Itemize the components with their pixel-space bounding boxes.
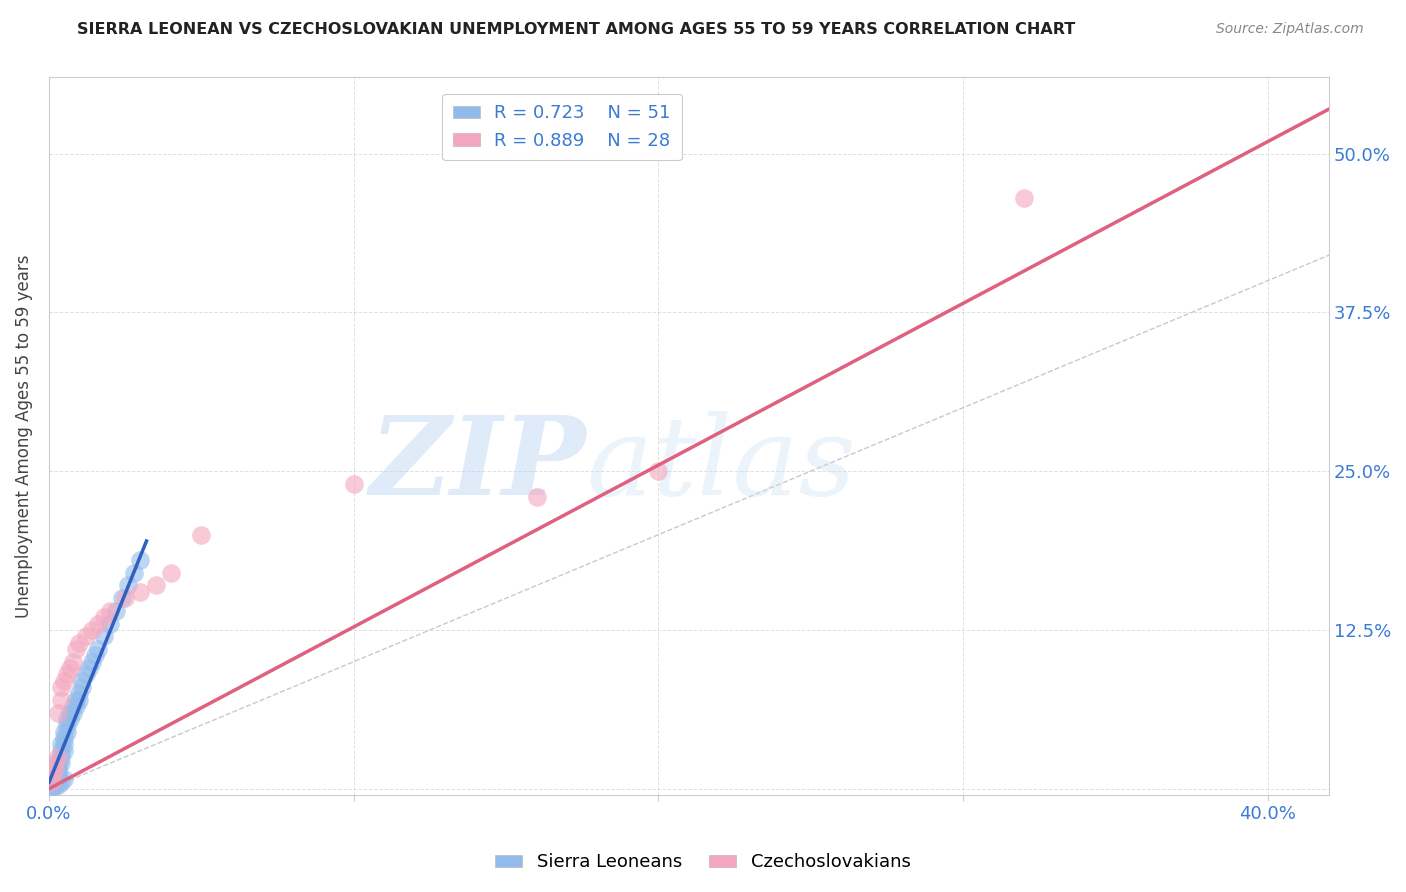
Point	[41, 775, 63, 789]
Point	[53, 737, 76, 751]
Point	[77, 661, 100, 675]
Point	[117, 578, 139, 592]
Point	[87, 616, 110, 631]
Point	[49, 743, 72, 757]
Point	[75, 667, 97, 681]
Point	[114, 591, 136, 606]
Point	[44, 769, 66, 783]
Point	[105, 604, 128, 618]
Point	[69, 686, 91, 700]
Point	[56, 712, 79, 726]
Point	[59, 661, 82, 675]
Point	[93, 610, 115, 624]
Point	[49, 693, 72, 707]
Point	[72, 680, 94, 694]
Point	[49, 756, 72, 771]
Point	[65, 693, 87, 707]
Point	[62, 699, 84, 714]
Point	[46, 759, 69, 773]
Point	[41, 779, 63, 793]
Point	[53, 743, 76, 757]
Text: atlas: atlas	[586, 411, 856, 519]
Point	[87, 642, 110, 657]
Point	[46, 769, 69, 783]
Point	[41, 769, 63, 783]
Point	[49, 680, 72, 694]
Point	[343, 476, 366, 491]
Point	[93, 629, 115, 643]
Point	[62, 706, 84, 720]
Point	[65, 642, 87, 657]
Point	[111, 591, 134, 606]
Point	[69, 635, 91, 649]
Point	[83, 648, 105, 663]
Point	[53, 731, 76, 745]
Point	[53, 673, 76, 688]
Point	[49, 775, 72, 789]
Point	[46, 756, 69, 771]
Point	[44, 772, 66, 787]
Point	[72, 673, 94, 688]
Point	[190, 527, 212, 541]
Point	[46, 766, 69, 780]
Point	[145, 578, 167, 592]
Point	[44, 763, 66, 777]
Point	[69, 693, 91, 707]
Point	[49, 737, 72, 751]
Point	[53, 772, 76, 786]
Point	[44, 772, 66, 786]
Point	[44, 779, 66, 793]
Text: ZIP: ZIP	[370, 411, 586, 519]
Point	[62, 655, 84, 669]
Point	[44, 774, 66, 789]
Point	[56, 667, 79, 681]
Point	[647, 464, 669, 478]
Point	[98, 604, 121, 618]
Point	[49, 750, 72, 764]
Point	[46, 763, 69, 777]
Text: Source: ZipAtlas.com: Source: ZipAtlas.com	[1216, 22, 1364, 37]
Point	[80, 655, 103, 669]
Point	[129, 553, 152, 567]
Legend: R = 0.723    N = 51, R = 0.889    N = 28: R = 0.723 N = 51, R = 0.889 N = 28	[441, 94, 682, 161]
Text: SIERRA LEONEAN VS CZECHOSLOVAKIAN UNEMPLOYMENT AMONG AGES 55 TO 59 YEARS CORRELA: SIERRA LEONEAN VS CZECHOSLOVAKIAN UNEMPL…	[77, 22, 1076, 37]
Point	[41, 777, 63, 791]
Point	[46, 750, 69, 764]
Point	[80, 623, 103, 637]
Point	[46, 706, 69, 720]
Point	[59, 712, 82, 726]
Point	[41, 778, 63, 792]
Legend: Sierra Leoneans, Czechoslovakians: Sierra Leoneans, Czechoslovakians	[488, 847, 918, 879]
Point	[44, 775, 66, 789]
Point	[124, 566, 146, 580]
Point	[59, 706, 82, 720]
Point	[56, 718, 79, 732]
Point	[44, 756, 66, 771]
Point	[129, 585, 152, 599]
Point	[1012, 191, 1035, 205]
Point	[65, 699, 87, 714]
Point	[46, 778, 69, 792]
Point	[53, 724, 76, 739]
Point	[98, 616, 121, 631]
Y-axis label: Unemployment Among Ages 55 to 59 years: Unemployment Among Ages 55 to 59 years	[15, 254, 32, 618]
Point	[526, 490, 548, 504]
Point	[56, 724, 79, 739]
Point	[41, 780, 63, 795]
Point	[75, 629, 97, 643]
Point	[160, 566, 183, 580]
